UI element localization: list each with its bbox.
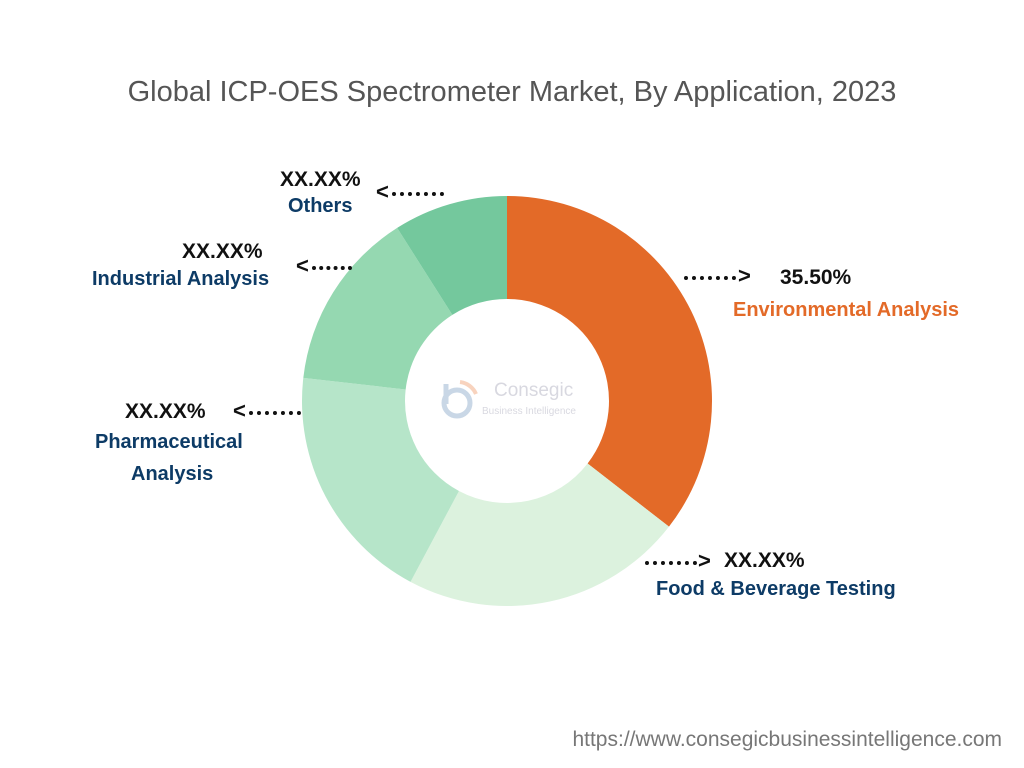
slice-others	[397, 196, 507, 315]
slice-pharmaceutical-analysis	[302, 377, 459, 582]
others-value: XX.XX%	[280, 168, 361, 191]
logo-name: Consegic	[494, 380, 574, 401]
arrow-left-icon: <	[376, 179, 389, 204]
arrow-left-icon: <	[296, 253, 309, 278]
arrow-right-icon: >	[698, 548, 711, 573]
arrow-right-icon: >	[738, 263, 751, 288]
others-label: Others	[288, 195, 353, 217]
slice-environmental-analysis	[507, 196, 712, 527]
pharma-value: XX.XX%	[125, 400, 206, 423]
consegic-logo: Consegic Business Intelligence	[432, 376, 602, 426]
arrow-left-icon: <	[233, 398, 246, 423]
food-value: XX.XX%	[724, 549, 805, 572]
source-url[interactable]: https://www.consegicbusinessintelligence…	[572, 728, 1002, 751]
logo-icon	[441, 380, 478, 419]
industrial-value: XX.XX%	[182, 240, 263, 263]
environmental-label: Environmental Analysis	[733, 299, 959, 321]
leader-line	[645, 561, 697, 565]
slice-industrial-analysis	[303, 227, 453, 390]
pharma-label-line1: Pharmaceutical	[95, 431, 243, 453]
chart-title: Global ICP-OES Spectrometer Market, By A…	[127, 76, 897, 108]
environmental-value: 35.50%	[780, 266, 852, 289]
leader-line	[392, 192, 444, 196]
leader-line	[312, 266, 352, 270]
industrial-label: Industrial Analysis	[92, 268, 270, 290]
logo-subtitle: Business Intelligence	[482, 406, 576, 417]
leader-line	[249, 411, 301, 415]
pharma-label-line2: Analysis	[131, 463, 214, 485]
leader-line	[684, 276, 736, 280]
food-label: Food & Beverage Testing	[656, 578, 896, 600]
slice-food-beverage-testing	[410, 463, 669, 606]
